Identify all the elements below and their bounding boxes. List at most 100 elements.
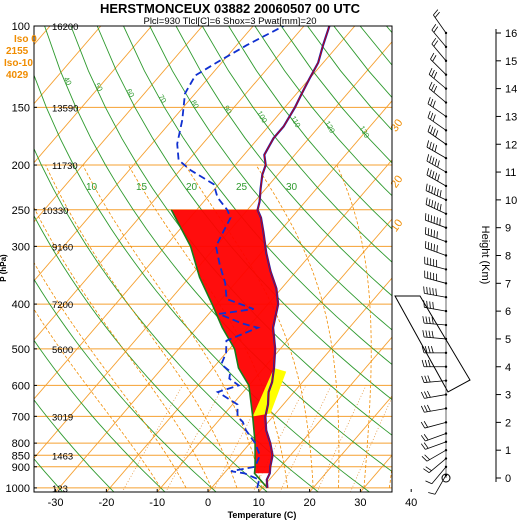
wind-barb-flag (428, 330, 431, 338)
height-tick-label: 11 (505, 167, 516, 179)
wind-barb-shaft (425, 190, 447, 201)
wind-barb-dot (444, 309, 448, 313)
height-tick-label: 4 (505, 362, 511, 374)
wind-barb-dot (444, 323, 448, 327)
isotherm-line (34, 26, 305, 341)
dry-adiabat-line (34, 458, 64, 492)
mixing-ratio-line (316, 385, 367, 492)
isotherm-line (406, 26, 521, 498)
wind-barb-shaft (430, 58, 447, 76)
isotherm-line (105, 159, 392, 492)
wind-barb-flag (420, 435, 426, 442)
wind-barb (420, 404, 448, 413)
wind-barb-shaft (428, 88, 447, 103)
wind-barb-flag (423, 391, 428, 399)
wind-barb-flag (425, 197, 428, 205)
isotherm-line (34, 26, 203, 223)
wind-barb-flag (436, 231, 438, 239)
theta-label: 100 (255, 109, 269, 124)
wind-barb-flag (427, 228, 430, 236)
wind-barb (425, 183, 448, 202)
height-tick-label: 9 (505, 223, 511, 235)
dry-adiabat-line (34, 399, 115, 492)
y-axis-label: P (hPa) (0, 254, 8, 282)
wind-barb-flag (429, 287, 431, 295)
wind-barb-dot (444, 226, 448, 229)
wind-barb-flag (428, 316, 431, 324)
mixing-ratio-label: 25 (236, 182, 248, 193)
wind-barb-dot (444, 457, 448, 460)
height-label: 13590 (52, 103, 78, 114)
wind-barb-shaft (428, 458, 447, 473)
isotherm-line (34, 26, 356, 400)
dry-adiabat-line (149, 26, 392, 331)
wind-barb (430, 52, 448, 76)
plot-frame (33, 25, 393, 493)
wind-barb-flag (433, 85, 438, 93)
wind-barb-shaft (424, 322, 447, 326)
wind-barb-dot (444, 240, 448, 243)
wind-barb-flag (423, 286, 425, 294)
wind-barb-flag (431, 143, 435, 151)
wind-barb-flag (424, 227, 427, 235)
wind-barb-flag (424, 375, 428, 383)
wind-barb-flag (427, 242, 430, 250)
wind-barb-dot (444, 129, 448, 132)
dry-adiabat-line (201, 26, 392, 263)
wind-barb-shaft (434, 475, 447, 495)
wind-barb-flag (425, 183, 428, 191)
wind-barb-dot (444, 379, 448, 382)
cape-fill-layer (171, 209, 287, 474)
wind-barb-flag (428, 184, 431, 192)
wind-barb-flag (421, 455, 428, 462)
temperature-line (256, 26, 331, 488)
wind-barb-shaft (424, 263, 447, 270)
wind-barb (423, 457, 448, 474)
wind-barb-flag (433, 26, 439, 33)
wind-barb-flag (430, 98, 434, 106)
moist-adiabat-label: 30 (389, 117, 406, 134)
height-tick-label: 15 (505, 56, 517, 68)
wind-barb-dot (444, 170, 448, 174)
wind-barb (424, 213, 448, 229)
wind-barb (426, 140, 448, 160)
wind-barb-flag (437, 174, 440, 182)
theta-label: 70 (156, 93, 168, 105)
wind-barb-flag (429, 301, 431, 309)
wind-barb-flag (431, 186, 434, 194)
wind-barb-flag (428, 67, 433, 75)
right-axis-label: Height (Km) (479, 226, 491, 285)
chart-subtitle: Plcl=930 Tlcl[C]=6 Shox=3 Pwat[mm]=20 (143, 16, 316, 27)
wind-barb-flag (422, 316, 425, 324)
x-axis-label: Temperature (C) (228, 510, 297, 520)
pressure-tick-label: 250 (12, 205, 30, 217)
wind-barb (426, 154, 448, 174)
wind-barb-shaft (427, 117, 447, 131)
wind-barb-flag (431, 330, 434, 338)
wind-barb-flag (423, 434, 429, 441)
mixing-ratio-label: 30 (286, 182, 298, 193)
height-tick-label: 1 (505, 445, 511, 457)
wind-barb-flag (434, 201, 436, 209)
wind-barb-shaft (426, 449, 447, 462)
wind-barb-flag (433, 71, 438, 79)
dry-adiabat-line (70, 26, 392, 436)
dry-adiabat-line (359, 26, 392, 66)
wind-barb-flag (437, 160, 440, 168)
theta-label: 60 (124, 87, 136, 99)
wind-barb-flag (425, 330, 428, 338)
wind-barb (427, 124, 448, 146)
wind-barb (428, 67, 448, 90)
wind-barb-flag (433, 9, 439, 16)
wind-barb-shaft (425, 204, 447, 215)
wind-barb-flag (427, 404, 431, 412)
temperature-tick-label: 20 (303, 497, 315, 509)
pressure-tick-label: 150 (12, 102, 30, 114)
wind-hodograph-outline (394, 295, 471, 393)
dry-adiabat-line (34, 73, 371, 492)
wind-barb-flag (433, 230, 435, 238)
pressure-tick-label: 700 (12, 411, 30, 423)
dry-adiabat-line (34, 339, 166, 492)
